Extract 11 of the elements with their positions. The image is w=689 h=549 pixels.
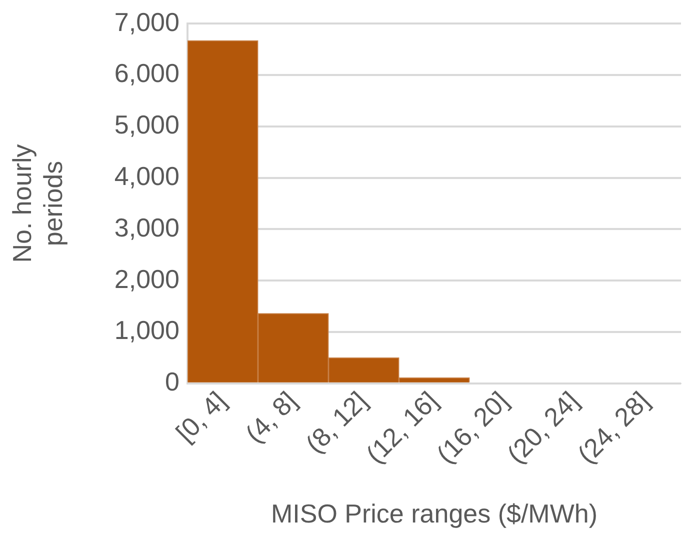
y-axis-title: No. hourly periods — [6, 144, 68, 263]
y-tick-label: 2,000 — [114, 264, 180, 294]
y-tick-label: 5,000 — [114, 110, 180, 140]
y-tick-label: 6,000 — [114, 58, 180, 88]
y-tick-label: 1,000 — [114, 315, 180, 346]
y-tick-label: 3,000 — [114, 212, 180, 242]
y-tick-label: 7,000 — [114, 6, 180, 37]
x-axis-title: MISO Price ranges ($/MWh) — [270, 498, 598, 529]
y-tick-label: 4,000 — [114, 160, 180, 191]
y-tick-label: 0 — [164, 366, 180, 397]
x-tick-label: (4, 8] — [239, 386, 303, 449]
